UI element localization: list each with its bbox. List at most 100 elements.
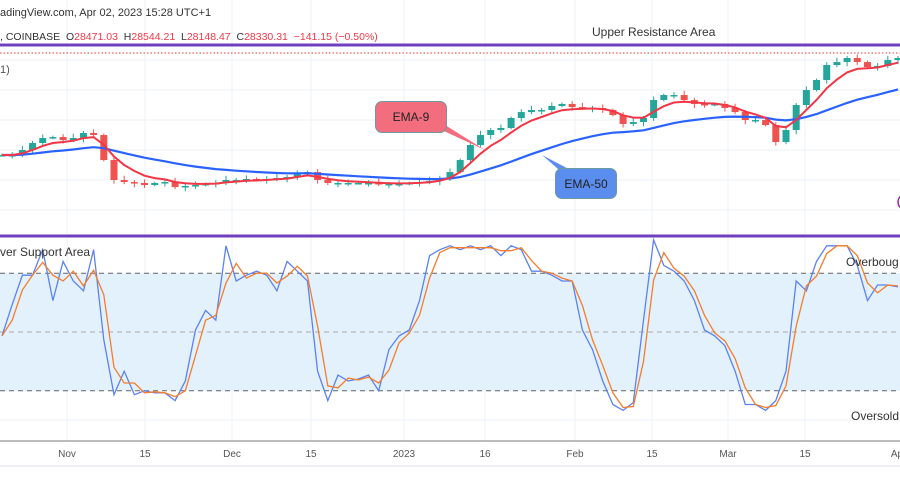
candle-body [558,103,566,106]
ema-50-callout[interactable]: EMA-50 [555,168,617,199]
candle-body [670,95,678,97]
candle-body [751,120,759,122]
x-tick-label: 16 [479,449,491,460]
candle-body [629,122,637,124]
candle-body [517,112,525,118]
low-value: 28148.47 [186,31,231,43]
candle-body [853,58,861,63]
candle-body [39,138,47,143]
candle-body [477,135,485,146]
candle-body [609,110,617,116]
change-value: −141.15 (−0.50%) [293,31,378,43]
candle-body [731,108,739,113]
candle-body [191,185,199,187]
candle-body [813,80,821,91]
candle-body [365,183,373,185]
candle-body [354,183,362,185]
candle-body [527,110,535,113]
candle-body [863,62,871,68]
close-label: C [236,31,245,43]
x-tick-label: Mar [719,449,737,460]
x-tick-label: Dec [223,449,241,460]
candle-body [141,183,149,186]
candle-body [344,183,352,185]
candle-body [171,182,179,188]
candle-body [497,128,505,131]
candle-body [181,185,189,188]
open-label: O [65,31,75,43]
x-tick-label: 15 [799,449,811,460]
candle-body [802,90,810,106]
candle-body [161,182,169,184]
low-label: L [181,31,187,43]
open-value: 28471.03 [74,31,118,43]
candle-body [466,145,474,161]
candle-body [293,173,301,178]
candle-body [578,107,586,109]
candle-body [538,110,546,112]
candle-body [487,130,495,136]
candle-body [130,182,138,184]
x-tick-label: 15 [139,449,151,460]
candle-body [90,133,98,136]
x-tick-label: 15 [305,449,317,460]
candle-body [548,105,556,111]
candle-body [385,183,393,186]
indicator-legend-fragment: 1) [0,64,10,76]
upper-resistance-label: Upper Resistance Area [592,25,716,39]
candle-body [59,137,67,141]
lower-support-label: ver Support Area [0,245,91,259]
close-value: 28330.31 [244,31,288,43]
candle-body [456,160,464,173]
time-axis-bottom [0,465,900,467]
candle-body [334,183,342,185]
candle-body [762,120,770,126]
candle-body [324,180,332,183]
candle-body [151,183,159,186]
high-label: H [123,31,132,43]
candle-body [395,183,403,186]
candle-body [507,118,515,128]
oversold-label: Oversold [851,409,900,423]
candle-body [446,172,454,178]
candle-body [639,118,647,123]
x-tick-label: 15 [646,449,658,460]
candle-body [680,95,688,101]
candle-body [79,133,87,138]
x-tick-label: Nov [58,449,76,460]
high-value: 28544.21 [131,31,176,43]
overbought-label: Overboug [846,255,899,269]
ema-9-line [2,61,899,185]
candle-body [120,180,128,183]
symbol-label: , COINBASE [0,31,61,43]
candle-body [833,62,841,66]
candle-body [69,138,77,141]
candle-body [110,160,118,181]
candle-body [49,137,57,139]
candle-body [792,105,800,131]
ema-9-callout[interactable]: EMA-9 [375,101,447,133]
candle-body [711,103,719,106]
x-tick-label: 2023 [392,449,416,460]
candle-body [29,143,37,151]
drawing-handle-icon[interactable] [897,194,900,210]
ema-50-line [2,88,899,181]
x-tick-label: Feb [566,449,584,460]
ohlc-legend: , COINBASE O28471.03 H28544.21 L28148.47… [0,31,378,43]
candle-body [660,95,668,101]
stoch-d-line [1,245,899,409]
x-tick-label: Ap [890,449,900,460]
candle-body [650,100,658,118]
candle-body [701,103,709,106]
candle-body [772,125,780,143]
candle-body [894,58,900,61]
candle-body [843,58,851,63]
candle-body [782,130,790,143]
candle-body [823,65,831,81]
candle-body [884,60,892,66]
candle-body [568,103,576,108]
candle-body [619,115,627,124]
stochastic-levels [0,272,900,392]
chart-source-line: adingView.com, Apr 02, 2023 15:28 UTC+1 [0,7,212,19]
